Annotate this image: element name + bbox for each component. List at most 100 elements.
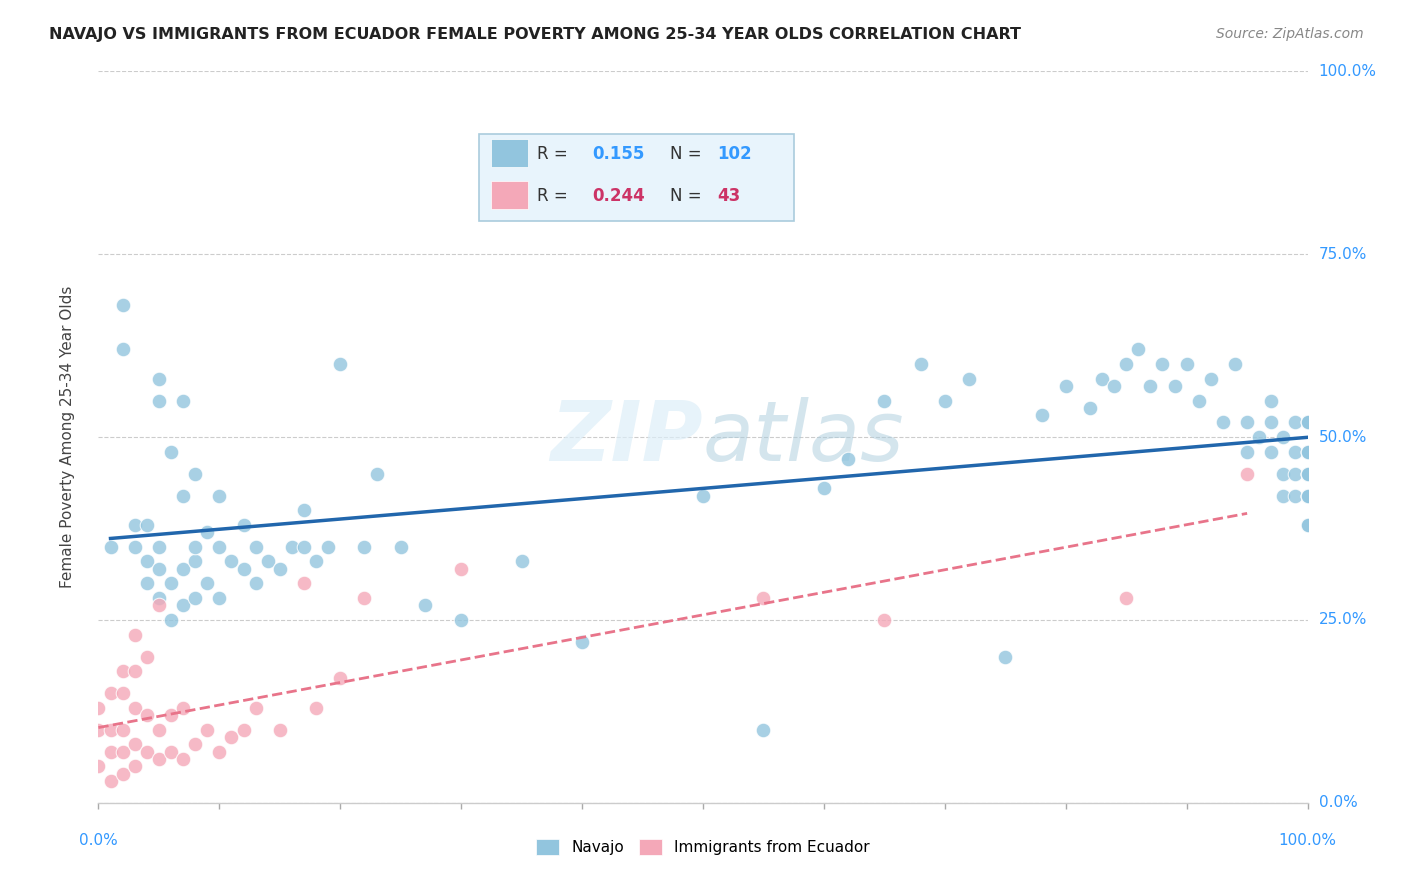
- Point: [1139, 379, 1161, 393]
- Point: [1078, 401, 1101, 415]
- Point: [329, 672, 352, 686]
- Text: 0.155: 0.155: [592, 145, 644, 163]
- Point: [910, 357, 932, 371]
- Point: [994, 649, 1017, 664]
- Point: [135, 708, 157, 723]
- Point: [1296, 517, 1319, 532]
- Point: [148, 371, 170, 385]
- Point: [1296, 517, 1319, 532]
- Text: 100.0%: 100.0%: [1319, 64, 1376, 78]
- Point: [172, 599, 194, 613]
- Point: [1296, 444, 1319, 458]
- Point: [221, 730, 243, 744]
- Point: [752, 591, 775, 605]
- Text: 0.0%: 0.0%: [1319, 796, 1357, 810]
- Point: [184, 540, 207, 554]
- Text: NAVAJO VS IMMIGRANTS FROM ECUADOR FEMALE POVERTY AMONG 25-34 YEAR OLDS CORRELATI: NAVAJO VS IMMIGRANTS FROM ECUADOR FEMALE…: [49, 27, 1021, 42]
- Point: [353, 540, 375, 554]
- Point: [232, 562, 254, 576]
- Point: [245, 540, 267, 554]
- Point: [292, 540, 315, 554]
- Point: [510, 554, 533, 568]
- Point: [281, 540, 304, 554]
- Point: [353, 591, 375, 605]
- Point: [100, 745, 122, 759]
- Text: ZIP: ZIP: [550, 397, 703, 477]
- Point: [111, 745, 134, 759]
- Point: [1296, 489, 1319, 503]
- Point: [172, 393, 194, 408]
- Point: [571, 635, 593, 649]
- Point: [1296, 416, 1319, 430]
- Point: [1296, 416, 1319, 430]
- Point: [148, 599, 170, 613]
- Point: [1115, 357, 1137, 371]
- Y-axis label: Female Poverty Among 25-34 Year Olds: Female Poverty Among 25-34 Year Olds: [60, 286, 75, 588]
- Point: [1296, 489, 1319, 503]
- Point: [1260, 393, 1282, 408]
- Point: [1236, 416, 1258, 430]
- Text: R =: R =: [537, 145, 574, 163]
- Point: [1260, 416, 1282, 430]
- Point: [148, 752, 170, 766]
- Point: [292, 576, 315, 591]
- Point: [160, 576, 183, 591]
- Point: [111, 343, 134, 357]
- Point: [111, 723, 134, 737]
- Point: [208, 745, 231, 759]
- Point: [148, 591, 170, 605]
- Bar: [492, 181, 527, 209]
- Point: [450, 613, 472, 627]
- Point: [184, 737, 207, 751]
- Point: [124, 627, 146, 641]
- Text: 75.0%: 75.0%: [1319, 247, 1367, 261]
- Point: [195, 576, 218, 591]
- Point: [1236, 467, 1258, 481]
- Point: [184, 554, 207, 568]
- Point: [1296, 467, 1319, 481]
- Point: [135, 649, 157, 664]
- Point: [813, 481, 835, 495]
- Point: [934, 393, 956, 408]
- Point: [316, 540, 339, 554]
- Point: [100, 723, 122, 737]
- Point: [256, 554, 278, 568]
- Point: [1296, 444, 1319, 458]
- Point: [221, 554, 243, 568]
- Point: [837, 452, 859, 467]
- Text: Source: ZipAtlas.com: Source: ZipAtlas.com: [1216, 27, 1364, 41]
- Point: [111, 298, 134, 312]
- Point: [148, 562, 170, 576]
- Point: [305, 554, 328, 568]
- Text: 100.0%: 100.0%: [1278, 833, 1337, 848]
- Point: [1102, 379, 1125, 393]
- Point: [389, 540, 412, 554]
- Point: [873, 613, 896, 627]
- Point: [1296, 467, 1319, 481]
- Point: [208, 489, 231, 503]
- Point: [232, 723, 254, 737]
- Point: [208, 591, 231, 605]
- Point: [752, 723, 775, 737]
- Text: 43: 43: [717, 186, 741, 204]
- Point: [124, 540, 146, 554]
- Point: [1296, 489, 1319, 503]
- Point: [1296, 444, 1319, 458]
- Point: [124, 759, 146, 773]
- Point: [1296, 467, 1319, 481]
- Point: [148, 723, 170, 737]
- Point: [1296, 489, 1319, 503]
- Point: [148, 540, 170, 554]
- Point: [148, 393, 170, 408]
- Point: [160, 444, 183, 458]
- Text: atlas: atlas: [703, 397, 904, 477]
- Point: [1212, 416, 1234, 430]
- Point: [1031, 408, 1053, 422]
- Point: [87, 759, 110, 773]
- Point: [172, 489, 194, 503]
- Point: [1236, 444, 1258, 458]
- Text: R =: R =: [537, 186, 574, 204]
- Legend: Navajo, Immigrants from Ecuador: Navajo, Immigrants from Ecuador: [530, 833, 876, 861]
- Point: [172, 700, 194, 714]
- Point: [1249, 430, 1271, 444]
